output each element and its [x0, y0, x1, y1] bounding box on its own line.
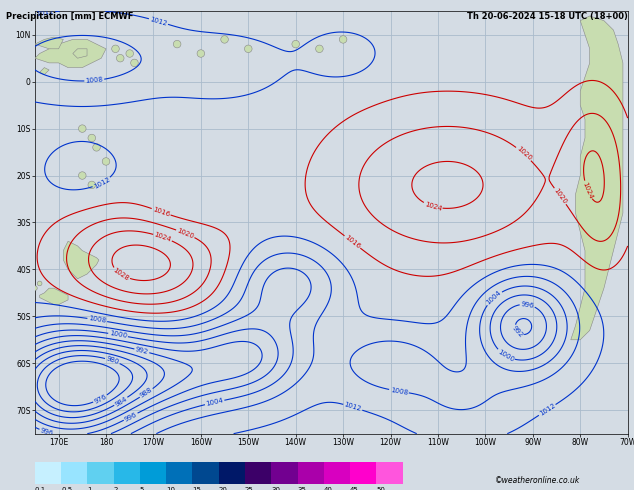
Text: 984: 984: [113, 395, 128, 408]
Circle shape: [112, 45, 119, 52]
Text: 988: 988: [139, 387, 153, 399]
Circle shape: [32, 286, 37, 291]
Polygon shape: [571, 16, 623, 340]
Text: 1004: 1004: [485, 290, 503, 306]
Polygon shape: [35, 37, 63, 49]
Circle shape: [221, 36, 228, 43]
Text: Th 20-06-2024 15-18 UTC (18+00): Th 20-06-2024 15-18 UTC (18+00): [467, 12, 628, 21]
Polygon shape: [39, 288, 68, 305]
Text: 1024: 1024: [581, 181, 593, 199]
Bar: [193, 462, 219, 484]
Bar: [61, 462, 87, 484]
Circle shape: [173, 40, 181, 48]
Bar: [297, 462, 324, 484]
Circle shape: [131, 59, 138, 67]
Polygon shape: [73, 49, 87, 58]
Text: 1016: 1016: [344, 234, 361, 250]
Polygon shape: [39, 68, 49, 74]
Text: 1020: 1020: [176, 227, 195, 240]
Text: 1000: 1000: [108, 331, 127, 340]
Text: 15: 15: [193, 488, 202, 490]
Text: 1000: 1000: [496, 348, 515, 363]
Text: 1012: 1012: [538, 403, 557, 417]
Text: 1024: 1024: [153, 231, 172, 243]
Bar: [140, 462, 166, 484]
Circle shape: [37, 281, 42, 286]
Circle shape: [339, 36, 347, 43]
Polygon shape: [35, 39, 106, 68]
Bar: [245, 462, 271, 484]
Text: 1: 1: [87, 488, 92, 490]
Circle shape: [88, 181, 96, 189]
Circle shape: [102, 158, 110, 165]
Text: 1020: 1020: [553, 187, 568, 205]
Text: 1024: 1024: [424, 201, 443, 212]
Text: 1012: 1012: [344, 402, 362, 413]
Bar: [87, 462, 113, 484]
Text: 996: 996: [39, 427, 54, 437]
Text: 976: 976: [93, 393, 108, 405]
Bar: [219, 462, 245, 484]
Text: 10: 10: [166, 488, 175, 490]
Circle shape: [245, 45, 252, 52]
Circle shape: [126, 50, 134, 57]
Circle shape: [316, 45, 323, 52]
Text: 1004: 1004: [205, 397, 224, 407]
Text: 1012: 1012: [93, 176, 111, 190]
Circle shape: [79, 125, 86, 132]
Text: 5: 5: [140, 488, 145, 490]
Bar: [377, 462, 403, 484]
Bar: [350, 462, 377, 484]
Circle shape: [79, 172, 86, 179]
Text: 992: 992: [134, 346, 149, 355]
Text: 1012: 1012: [36, 9, 55, 17]
Text: 1016: 1016: [152, 206, 171, 218]
Text: 1020: 1020: [515, 146, 533, 162]
Text: 996: 996: [521, 301, 534, 309]
Text: 1012: 1012: [149, 16, 168, 27]
Circle shape: [88, 134, 96, 142]
Text: 992: 992: [510, 325, 524, 339]
Text: 1008: 1008: [88, 316, 107, 324]
Text: 35: 35: [297, 488, 306, 490]
Text: 25: 25: [245, 488, 254, 490]
Text: 0.5: 0.5: [61, 488, 72, 490]
Text: ©weatheronline.co.uk: ©weatheronline.co.uk: [495, 476, 579, 485]
Bar: [35, 462, 61, 484]
Text: 996: 996: [123, 411, 138, 422]
Text: 40: 40: [324, 488, 333, 490]
Text: 50: 50: [377, 488, 385, 490]
Circle shape: [292, 40, 299, 48]
Circle shape: [117, 54, 124, 62]
Bar: [271, 462, 297, 484]
Text: 20: 20: [219, 488, 228, 490]
Text: 980: 980: [105, 356, 120, 366]
Circle shape: [197, 50, 205, 57]
Bar: [166, 462, 193, 484]
Text: 2: 2: [113, 488, 118, 490]
Text: 30: 30: [271, 488, 280, 490]
Circle shape: [93, 144, 100, 151]
Text: 1008: 1008: [85, 76, 103, 84]
Polygon shape: [63, 241, 99, 279]
Bar: [113, 462, 140, 484]
Text: 1028: 1028: [112, 267, 130, 282]
Text: 45: 45: [350, 488, 359, 490]
Bar: [324, 462, 350, 484]
Text: 1008: 1008: [389, 387, 408, 396]
Text: 0.1: 0.1: [35, 488, 46, 490]
Text: Precipitation [mm] ECMWF: Precipitation [mm] ECMWF: [6, 12, 134, 21]
